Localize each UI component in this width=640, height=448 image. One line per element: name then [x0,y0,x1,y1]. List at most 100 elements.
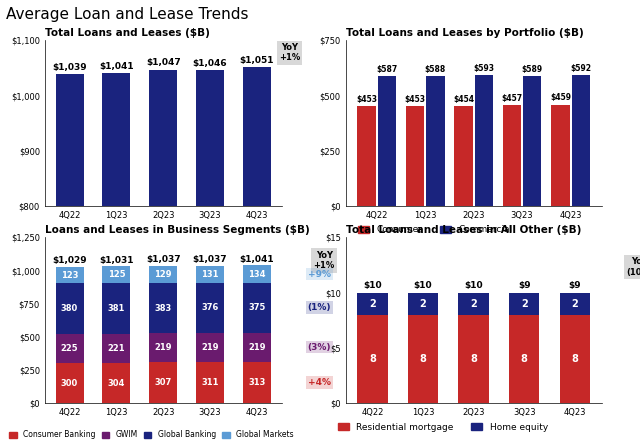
Bar [149,283,177,333]
Text: 2: 2 [470,299,477,309]
Bar [56,283,84,334]
Text: $587: $587 [376,65,397,74]
Text: 129: 129 [154,270,172,279]
Text: $1,037: $1,037 [193,255,227,264]
Text: 8: 8 [572,354,578,364]
Bar [56,267,84,283]
Text: $454: $454 [453,95,474,103]
Text: $10: $10 [413,281,432,290]
Bar [509,315,540,403]
Text: $1,041: $1,041 [239,254,274,263]
Text: 2: 2 [572,299,578,309]
Text: 304: 304 [108,379,125,388]
Bar [149,362,177,403]
Text: 219: 219 [201,343,219,352]
Text: 219: 219 [154,344,172,353]
Bar [559,315,590,403]
Bar [102,334,131,363]
Text: 8: 8 [470,354,477,364]
Text: 380: 380 [61,304,78,313]
Text: YoY
+1%: YoY +1% [314,251,335,270]
Bar [56,363,84,403]
Bar [426,76,445,206]
Bar [458,315,489,403]
Text: $1,039: $1,039 [52,63,87,72]
Text: $459: $459 [550,94,571,103]
Text: 123: 123 [61,271,78,280]
Text: $1,047: $1,047 [146,58,180,67]
Bar [551,105,570,206]
Text: (1%): (1%) [308,303,332,312]
Bar [196,266,224,283]
Text: +4%: +4% [308,378,331,387]
Bar [243,362,271,403]
Text: $588: $588 [425,65,446,74]
Bar [502,105,521,206]
Bar [196,362,224,403]
Text: YoY
(10%): YoY (10%) [626,257,640,277]
Text: $457: $457 [501,94,522,103]
Bar [454,106,472,206]
Bar [56,334,84,363]
Text: $1,031: $1,031 [99,256,134,265]
Bar [357,293,388,315]
Text: 381: 381 [108,304,125,313]
Text: 311: 311 [201,378,219,387]
Text: 8: 8 [369,354,376,364]
Text: 131: 131 [201,270,219,279]
Text: 300: 300 [61,379,78,388]
Text: Loans and Leases in Business Segments ($B): Loans and Leases in Business Segments ($… [45,225,310,235]
Text: Total Loans and Leases ($B): Total Loans and Leases ($B) [45,28,210,38]
Bar [56,74,84,206]
Text: 8: 8 [521,354,527,364]
Text: +9%: +9% [308,270,331,279]
Bar [572,75,590,206]
Text: 8: 8 [420,354,426,364]
Bar [102,363,131,403]
Text: 221: 221 [108,344,125,353]
Text: YoY
+1%: YoY +1% [279,43,300,62]
Legend: Consumer Banking, GWIM, Global Banking, Global Markets: Consumer Banking, GWIM, Global Banking, … [6,427,296,443]
Bar [149,266,177,283]
Bar [357,315,388,403]
Text: 225: 225 [61,344,79,353]
Bar [196,283,224,333]
Bar [559,293,590,315]
Text: $10: $10 [464,281,483,290]
Text: 219: 219 [248,343,266,352]
Text: $10: $10 [363,281,381,290]
Text: Average Loan and Lease Trends: Average Loan and Lease Trends [6,7,249,22]
Bar [102,267,131,283]
Text: Total Loans and Leases by Portfolio ($B): Total Loans and Leases by Portfolio ($B) [346,28,583,38]
Text: 125: 125 [108,270,125,279]
Bar [408,293,438,315]
Text: $592: $592 [570,64,591,73]
Bar [509,293,540,315]
Text: 2: 2 [369,299,376,309]
Text: 134: 134 [248,270,266,279]
Bar [523,76,541,206]
Text: $453: $453 [404,95,426,104]
Text: 313: 313 [248,378,266,387]
Bar [243,67,271,206]
Text: $1,041: $1,041 [99,62,134,71]
Bar [357,106,376,206]
Bar [196,333,224,362]
Text: 383: 383 [155,304,172,313]
Text: 376: 376 [202,303,219,313]
Bar [149,333,177,362]
Text: 307: 307 [155,379,172,388]
Text: $1,037: $1,037 [146,255,180,264]
Bar [408,315,438,403]
Text: $9: $9 [518,281,531,290]
Text: $589: $589 [522,65,543,73]
Bar [243,283,271,333]
Text: $1,046: $1,046 [193,59,227,68]
Bar [406,106,424,206]
Text: $1,029: $1,029 [52,256,87,265]
Bar [102,283,131,334]
Text: Total Loans and Leases in All Other ($B): Total Loans and Leases in All Other ($B) [346,225,581,235]
Text: $1,051: $1,051 [239,56,274,65]
Bar [378,76,396,206]
Bar [196,70,224,206]
